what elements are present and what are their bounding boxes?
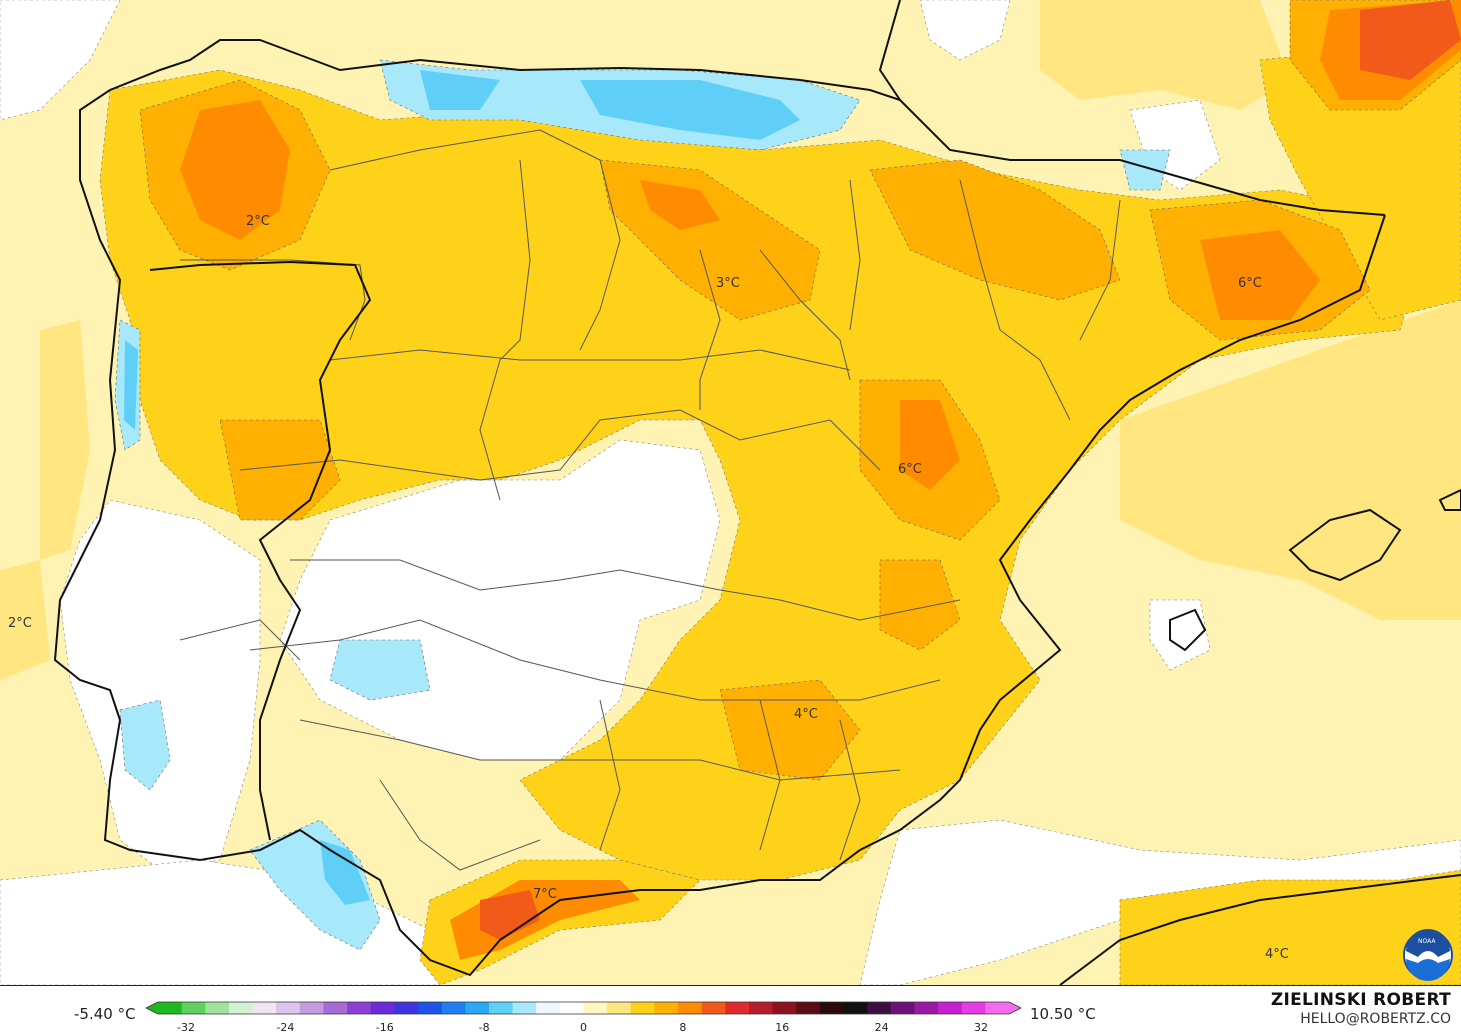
scale-swatch	[512, 1002, 537, 1014]
coastline	[53, 39, 1461, 985]
scale-swatch	[819, 1002, 845, 1014]
scale-swatch	[299, 1002, 324, 1014]
scale-swatch	[323, 1002, 348, 1014]
scale-outline	[146, 1001, 1021, 1015]
svg-text:NOAA: NOAA	[1418, 938, 1436, 945]
temp-label: 7°C	[533, 887, 557, 902]
noaa-logo: NOAA	[1403, 929, 1453, 981]
temperature-map: 2°C 3°C 6°C 6°C 2°C 4°C 7°C 4°C NOAA	[0, 0, 1461, 985]
scale-swatch	[370, 1002, 395, 1014]
scale-swatch	[843, 1002, 868, 1014]
scale-swatch	[678, 1002, 703, 1014]
scale-swatch	[748, 1002, 774, 1014]
scale-swatch	[772, 1002, 797, 1014]
scale-swatch	[796, 1002, 821, 1014]
author-name: ZIELINSKI ROBERT	[1270, 990, 1451, 1010]
temp-label: 4°C	[1265, 947, 1289, 962]
scale-tick-label: 16	[775, 1021, 789, 1034]
temp-label: 6°C	[898, 462, 922, 477]
scale-swatch	[418, 1002, 443, 1014]
scale-tick-label: -16	[376, 1021, 394, 1034]
scale-tick-label: -8	[479, 1021, 490, 1034]
scale-tick-label: 0	[580, 1021, 587, 1034]
extreme-areas	[480, 0, 1461, 940]
scale-tick-label: 8	[679, 1021, 686, 1034]
scale-swatch	[441, 1002, 466, 1014]
scale-swatch	[654, 1002, 679, 1014]
scale-swatch	[465, 1002, 490, 1014]
scale-swatch	[607, 1002, 632, 1014]
scale-tick-label: -24	[276, 1021, 294, 1034]
scale-swatch	[725, 1002, 750, 1014]
scale-swatch	[985, 1002, 1010, 1014]
temp-label: 4°C	[794, 707, 818, 722]
scale-tip-left	[146, 1002, 158, 1014]
scale-swatch	[347, 1002, 372, 1014]
scale-swatch	[701, 1002, 726, 1014]
scale-swatch	[158, 1002, 183, 1014]
author-contact: HELLO@ROBERTZ.CO	[1300, 1011, 1451, 1027]
scale-swatch	[583, 1002, 608, 1014]
scale-swatch	[559, 1002, 584, 1014]
scale-swatch	[914, 1002, 939, 1014]
scale-swatch	[205, 1002, 230, 1014]
scale-tick-label: 32	[974, 1021, 988, 1034]
temp-label: 3°C	[716, 276, 740, 291]
temp-label: 2°C	[246, 214, 270, 229]
scale-tick-label: -32	[177, 1021, 195, 1034]
temp-label: 6°C	[1238, 276, 1262, 291]
color-scale: -32 -24 -16 -8 0 8 16 24 32	[146, 1001, 1021, 1034]
scale-swatch	[488, 1002, 514, 1014]
scale-swatch	[630, 1002, 655, 1014]
light-warm-areas	[0, 0, 1461, 680]
country-borders	[149, 0, 1386, 841]
scale-swatch	[536, 1002, 561, 1014]
scale-max-label: 10.50 °C	[1030, 1005, 1096, 1023]
scale-swatch	[276, 1002, 301, 1014]
scale-swatch	[890, 1002, 915, 1014]
scale-swatch	[867, 1002, 892, 1014]
scale-swatch	[252, 1002, 277, 1014]
colder-areas	[124, 70, 800, 905]
province-borders	[179, 129, 1121, 871]
temperature-labels: 2°C 3°C 6°C 6°C 2°C 4°C 7°C 4°C	[8, 214, 1289, 962]
scale-swatch	[181, 1002, 206, 1014]
scale-swatch	[394, 1002, 419, 1014]
scale-swatch	[938, 1002, 963, 1014]
scale-tip-right	[1009, 1002, 1021, 1014]
temp-label: 2°C	[8, 616, 32, 631]
scale-tick-label: 24	[875, 1021, 889, 1034]
scale-swatch	[228, 1002, 254, 1014]
scale-min-label: -5.40 °C	[74, 1005, 136, 1023]
scale-swatch	[961, 1002, 986, 1014]
